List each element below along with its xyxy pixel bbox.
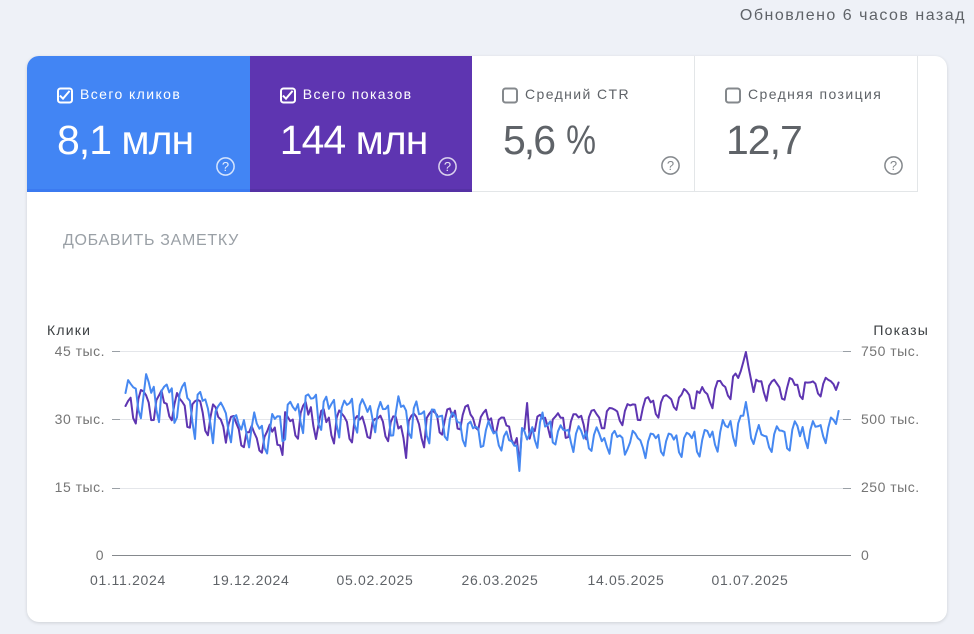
- svg-text:?: ?: [222, 159, 229, 174]
- svg-text:Клики: Клики: [47, 322, 91, 338]
- svg-text:05.02.2025: 05.02.2025: [336, 572, 413, 588]
- svg-text:26.03.2025: 26.03.2025: [461, 572, 538, 588]
- svg-text:01.11.2024: 01.11.2024: [90, 572, 166, 588]
- svg-text:500 тыс.: 500 тыс.: [861, 411, 920, 427]
- svg-text:15 тыс.: 15 тыс.: [55, 479, 105, 495]
- svg-text:14.05.2025: 14.05.2025: [587, 572, 664, 588]
- svg-text:01.07.2025: 01.07.2025: [711, 572, 788, 588]
- svg-text:0: 0: [861, 547, 869, 563]
- svg-text:?: ?: [890, 158, 897, 173]
- svg-text:30 тыс.: 30 тыс.: [55, 411, 105, 427]
- svg-text:250 тыс.: 250 тыс.: [861, 479, 920, 495]
- svg-text:Показы: Показы: [873, 322, 929, 338]
- svg-text:750 тыс.: 750 тыс.: [861, 343, 920, 359]
- svg-text:?: ?: [667, 158, 674, 173]
- svg-text:19.12.2024: 19.12.2024: [212, 572, 289, 588]
- svg-text:0: 0: [96, 547, 104, 563]
- svg-text:45 тыс.: 45 тыс.: [55, 343, 105, 359]
- svg-text:?: ?: [444, 159, 451, 174]
